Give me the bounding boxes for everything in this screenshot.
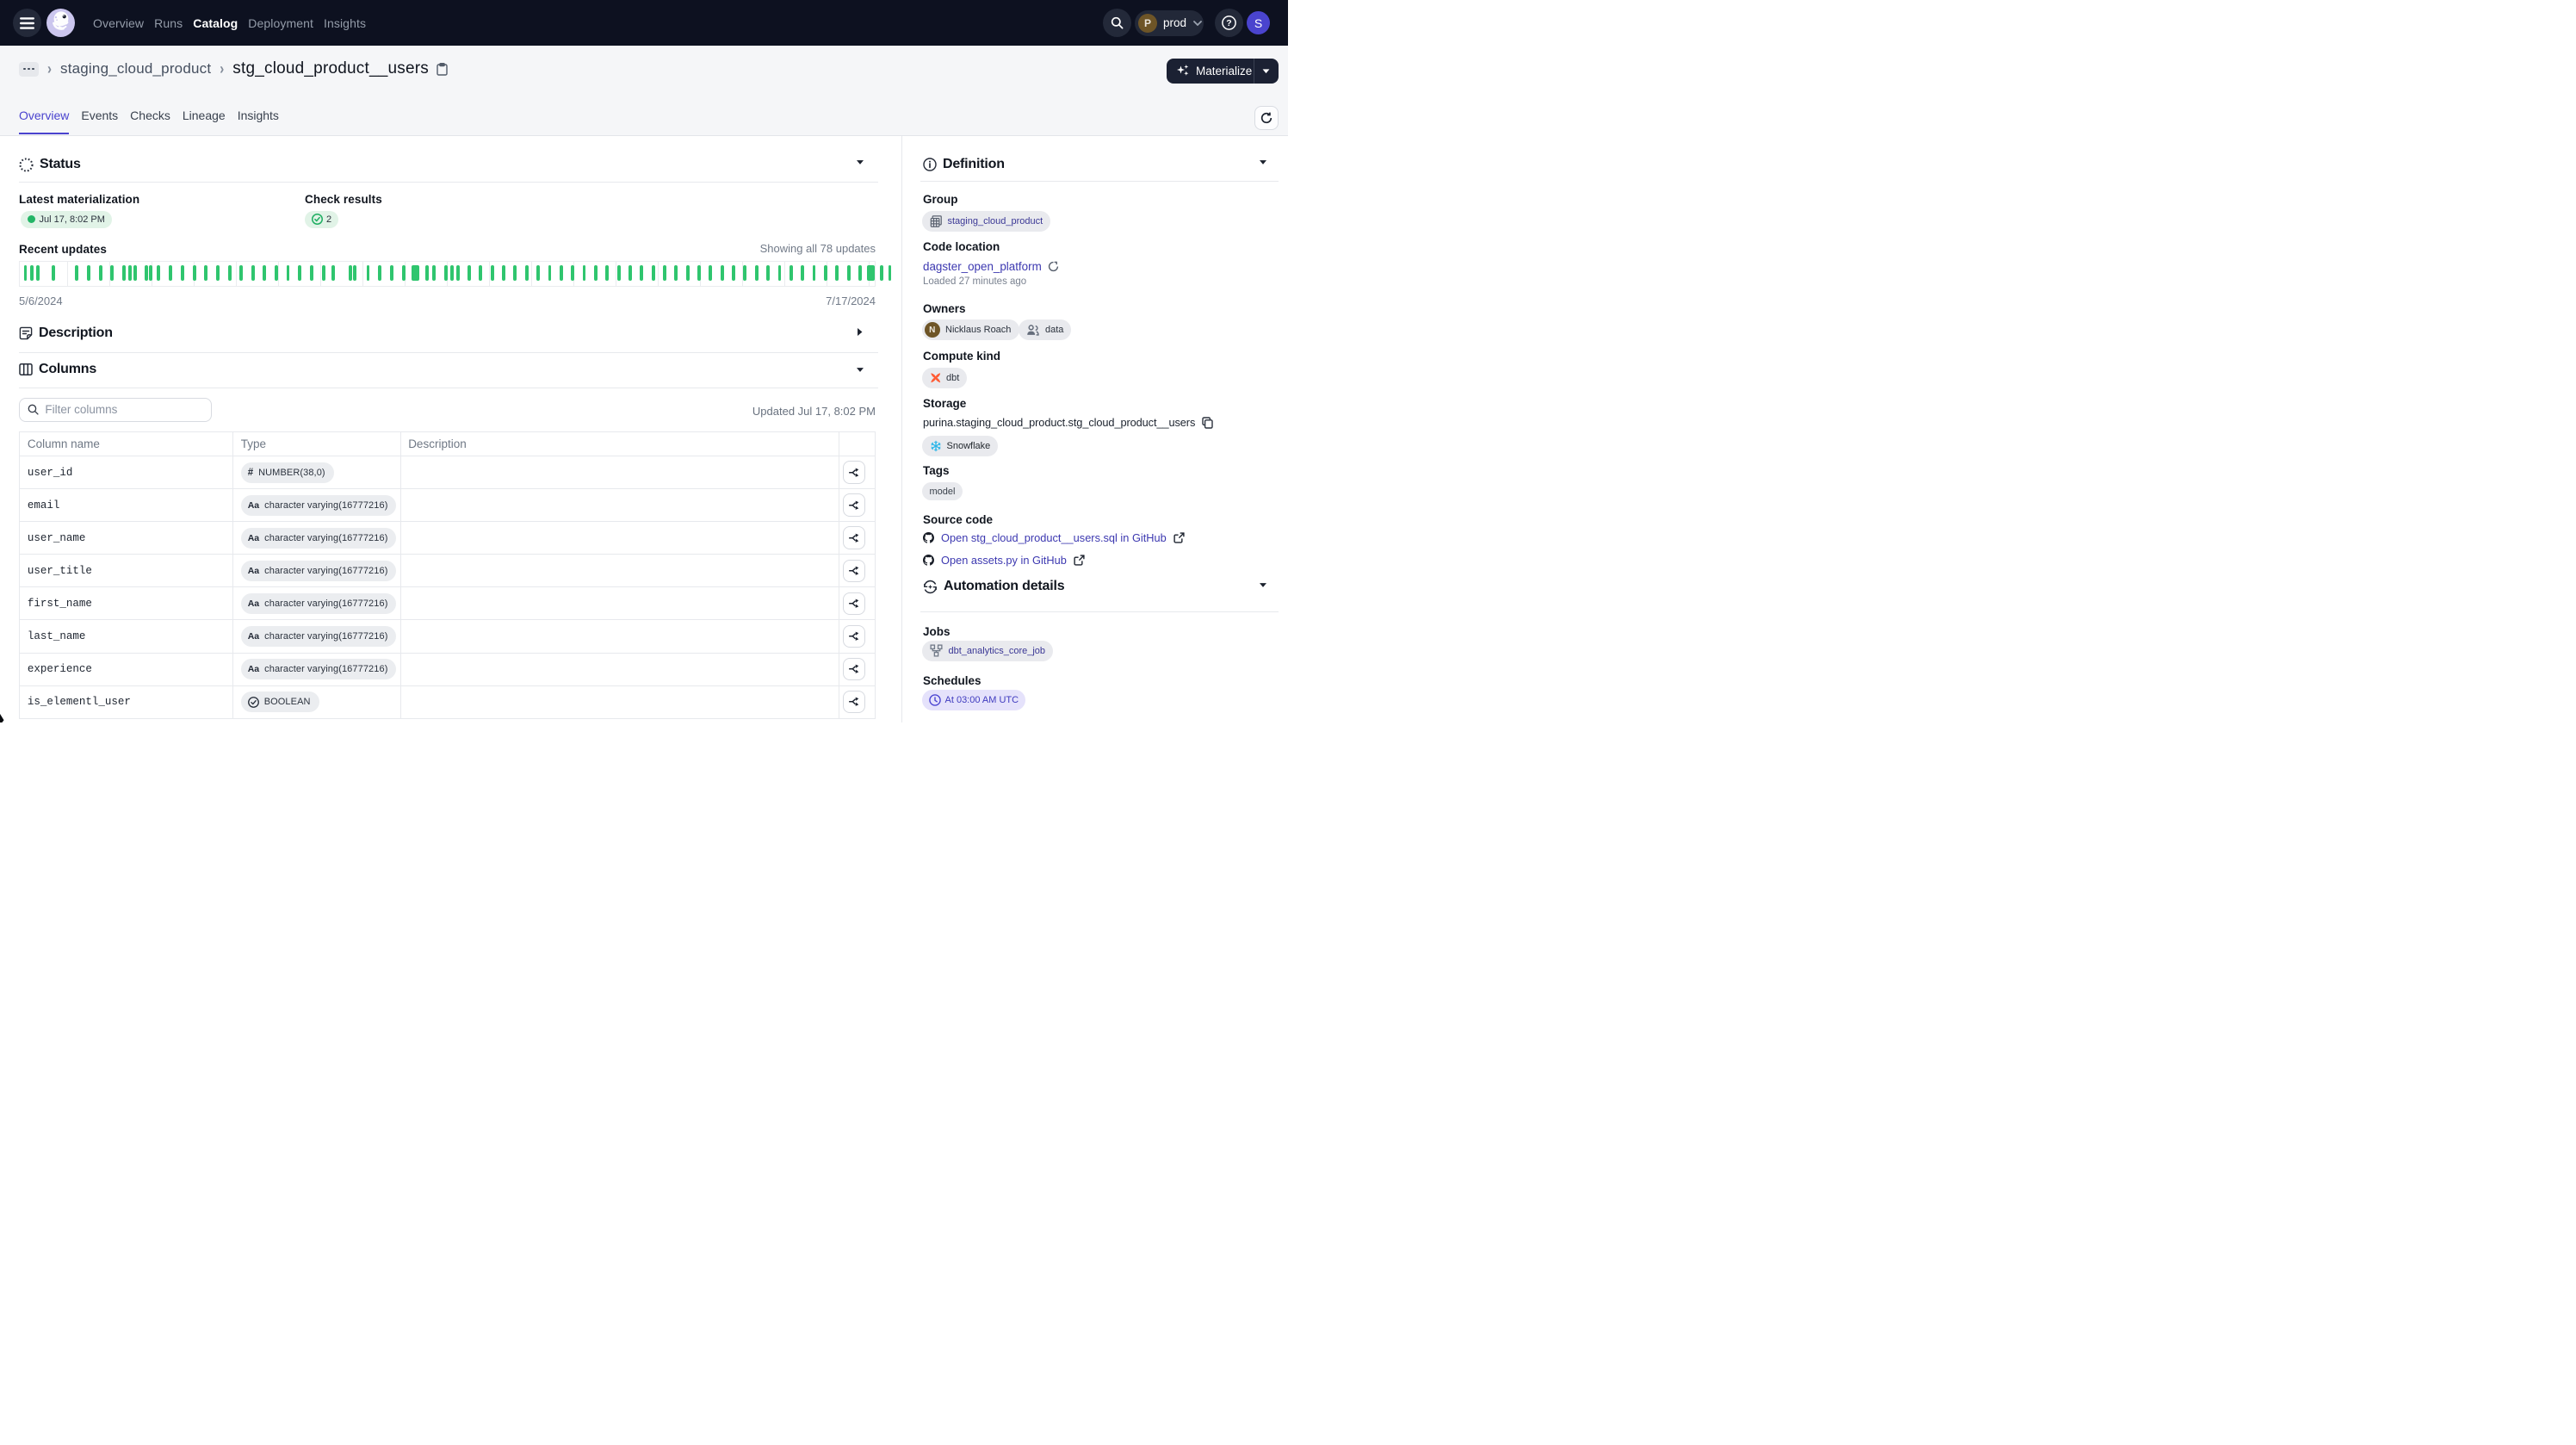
svg-text:?: ? <box>1226 18 1231 28</box>
